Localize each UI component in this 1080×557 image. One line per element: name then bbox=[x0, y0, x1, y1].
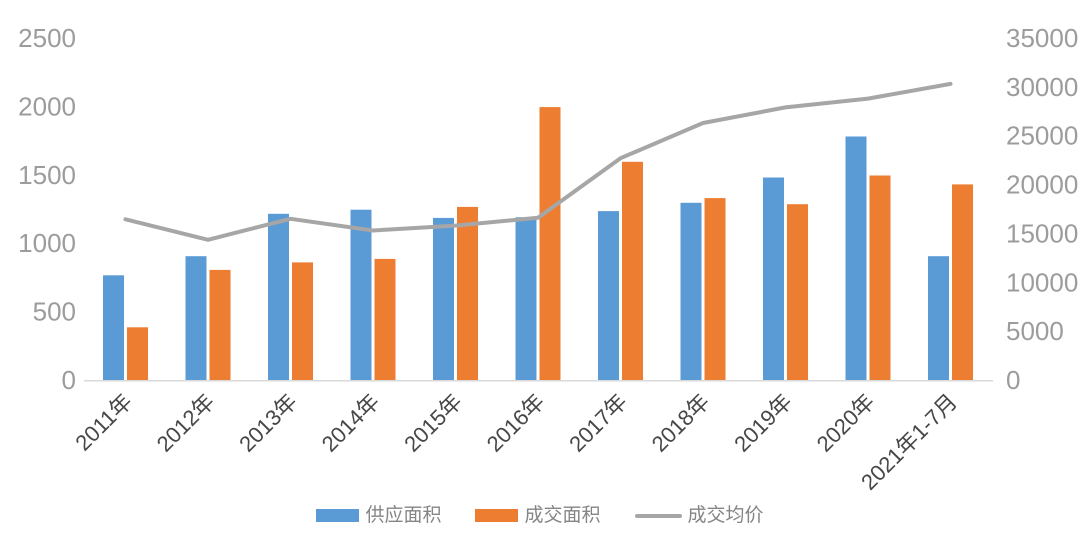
y-axis-tick-left: 2000 bbox=[18, 91, 76, 121]
y-axis-tick-right: 25000 bbox=[1006, 121, 1078, 151]
price-line bbox=[123, 81, 953, 242]
bar-供应面积-2021年1-7月 bbox=[928, 256, 949, 380]
legend-swatch-deal-area bbox=[475, 509, 519, 522]
y-axis-tick-left: 500 bbox=[33, 297, 76, 327]
bar-供应面积-2018年 bbox=[680, 202, 702, 380]
y-axis-tick-right: 0 bbox=[1006, 365, 1020, 395]
x-axis-label-2017年: 2017年 bbox=[564, 389, 632, 457]
y-axis-tick-left: 0 bbox=[62, 365, 76, 395]
legend-item-deal-area: 成交面积 bbox=[475, 505, 601, 526]
x-axis-label-2015年: 2015年 bbox=[399, 389, 467, 457]
y-axis-tick-left: 1000 bbox=[18, 228, 76, 258]
x-axis-label-2013年: 2013年 bbox=[234, 389, 302, 457]
legend-item-supply-area: 供应面积 bbox=[316, 506, 441, 525]
bar-成交面积-2014年 bbox=[374, 258, 396, 380]
bar-供应面积-2012年 bbox=[185, 256, 207, 380]
y-axis-tick-right: 35000 bbox=[1006, 23, 1078, 53]
bar-供应面积-2016年 bbox=[515, 217, 537, 380]
x-axis-label-2018年: 2018年 bbox=[647, 389, 715, 457]
bar-供应面积-2017年 bbox=[598, 211, 619, 380]
bar-成交面积-2012年 bbox=[209, 269, 231, 380]
x-axis-label-2011年: 2011年 bbox=[70, 389, 137, 456]
bar-成交面积-2015年 bbox=[457, 206, 478, 380]
bar-供应面积-2011年 bbox=[103, 275, 124, 380]
legend-label-deal-area: 成交面积 bbox=[524, 505, 601, 526]
y-axis-tick-right: 5000 bbox=[1006, 316, 1064, 346]
legend-swatch-avg-price-line bbox=[634, 513, 682, 518]
y-axis-tick-right: 15000 bbox=[1006, 218, 1078, 248]
bar-成交面积-2011年 bbox=[127, 327, 148, 380]
chart-legend: 供应面积 成交面积 成交均价 bbox=[0, 506, 1080, 525]
bar-成交面积-2019年 bbox=[787, 204, 808, 380]
bar-成交面积-2013年 bbox=[292, 262, 313, 380]
y-axis-tick-right: 10000 bbox=[1006, 267, 1078, 297]
x-axis-label-2019年: 2019年 bbox=[729, 389, 797, 457]
bar-供应面积-2013年 bbox=[268, 213, 289, 380]
bar-成交面积-2018年 bbox=[704, 198, 726, 380]
y-axis-tick-left: 1500 bbox=[18, 160, 76, 190]
legend-label-supply-area: 供应面积 bbox=[365, 505, 442, 526]
bar-供应面积-2020年 bbox=[845, 136, 867, 380]
bar-供应面积-2015年 bbox=[433, 217, 454, 380]
bar-成交面积-2021年1-7月 bbox=[952, 184, 973, 380]
bar-成交面积-2017年 bbox=[622, 161, 643, 380]
x-axis-label-2016年: 2016年 bbox=[482, 389, 550, 457]
bar-成交面积-2020年 bbox=[869, 175, 891, 380]
y-axis-tick-left: 2500 bbox=[18, 23, 76, 53]
bar-供应面积-2014年 bbox=[350, 209, 372, 380]
bar-成交面积-2016年 bbox=[539, 107, 561, 380]
legend-item-avg-price: 成交均价 bbox=[634, 505, 764, 526]
legend-swatch-supply-area bbox=[316, 509, 360, 522]
bar-供应面积-2019年 bbox=[763, 177, 784, 380]
x-axis-label-2020年: 2020年 bbox=[812, 389, 880, 457]
x-axis-label-2012年: 2012年 bbox=[152, 389, 220, 457]
y-axis-tick-right: 20000 bbox=[1006, 170, 1078, 200]
legend-label-avg-price: 成交均价 bbox=[687, 505, 764, 526]
x-axis-label-2014年: 2014年 bbox=[317, 389, 385, 457]
y-axis-tick-right: 30000 bbox=[1006, 72, 1078, 102]
